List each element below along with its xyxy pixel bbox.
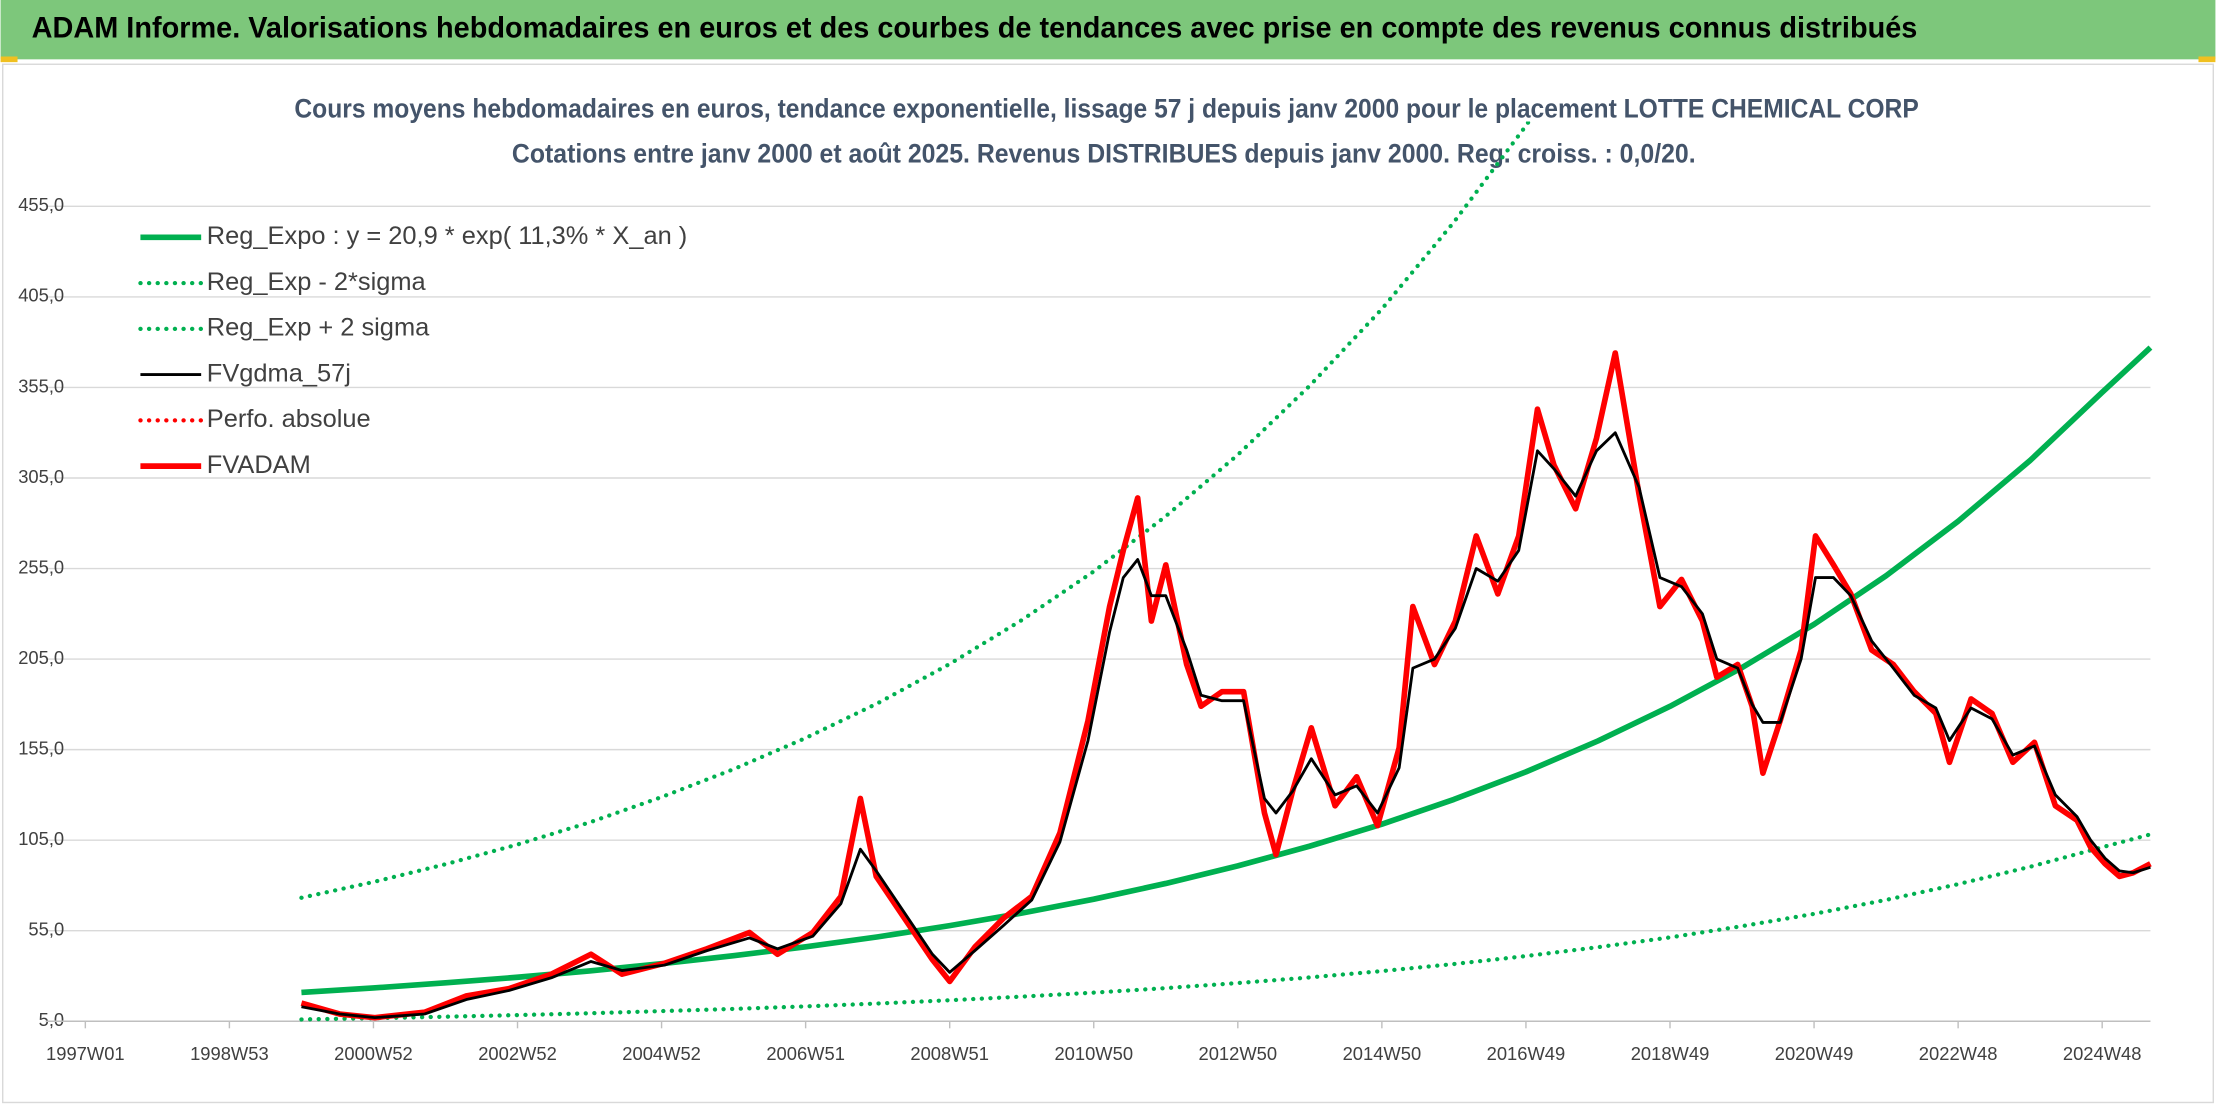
x-tick-label: 2000W52	[334, 1043, 413, 1064]
y-tick-label: 105,0	[18, 828, 64, 849]
x-tick-label: 1997W01	[46, 1043, 125, 1064]
x-tick-label: 2020W49	[1775, 1043, 1854, 1064]
corner-mark	[2198, 56, 2216, 63]
header-bar	[0, 0, 2216, 60]
y-tick-label: 355,0	[18, 375, 64, 396]
legend-label: FVgdma_57j	[207, 359, 351, 387]
series-line	[300, 350, 2152, 1021]
chart-title: Cours moyens hebdomadaires en euros, ten…	[294, 93, 1918, 123]
y-tick-label: 305,0	[18, 466, 64, 487]
y-tick-label: 255,0	[18, 556, 64, 577]
plot-lines	[299, 121, 2153, 1022]
x-tick-label: 1998W53	[190, 1043, 269, 1064]
x-tick-label: 2010W50	[1054, 1043, 1133, 1064]
x-tick-label: 2024W48	[2063, 1043, 2142, 1064]
x-tick-label: 2018W49	[1631, 1043, 1710, 1064]
x-tick-label: 2002W52	[478, 1043, 557, 1064]
y-tick-label: 5,0	[39, 1009, 65, 1030]
y-tick-label: 205,0	[18, 647, 64, 668]
grid: 5,0 55,0 105,0 155,0 205,0 255,0 305,0 355,0 405…	[18, 194, 2151, 1064]
y-tick-label: 55,0	[28, 919, 64, 940]
legend: Reg_Expo : y = 20,9 * exp( 11,3% * X_an …	[138, 222, 687, 479]
series-line	[301, 431, 2151, 1020]
chart-subtitle: Cotations entre janv 2000 et août 2025. …	[512, 138, 1696, 168]
legend-label: Perfo. absolue	[207, 405, 371, 433]
chart-border	[2, 63, 2214, 1104]
page-title: ADAM Informe. Valorisations hebdomadaire…	[32, 11, 1918, 44]
x-tick-label: 2012W50	[1199, 1043, 1278, 1064]
corner-mark	[0, 56, 18, 63]
x-tick-label: 2022W48	[1919, 1043, 1998, 1064]
x-tick-label: 2014W50	[1343, 1043, 1422, 1064]
x-tick-label: 2006W51	[766, 1043, 845, 1064]
legend-label: Reg_Exp - 2*sigma	[207, 268, 427, 296]
x-tick-label: 2004W52	[622, 1043, 701, 1064]
legend-label: FVADAM	[207, 451, 311, 479]
legend-label: Reg_Expo : y = 20,9 * exp( 11,3% * X_an …	[207, 222, 687, 250]
y-tick-label: 405,0	[18, 285, 64, 306]
y-tick-label: 155,0	[18, 737, 64, 758]
x-tick-label: 2016W49	[1487, 1043, 1566, 1064]
y-tick-label: 455,0	[18, 194, 64, 215]
x-tick-label: 2008W51	[910, 1043, 989, 1064]
series-line	[299, 832, 2153, 1022]
legend-label: Reg_Exp + 2 sigma	[207, 314, 430, 342]
